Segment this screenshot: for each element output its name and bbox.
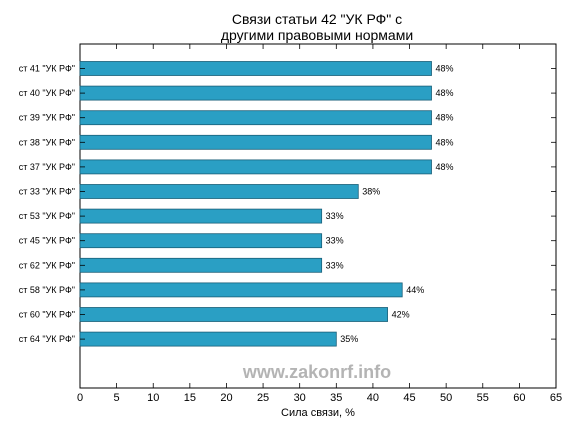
bar-value-label: 48% <box>436 137 454 147</box>
category-label: ст 37 "УК РФ" <box>19 162 75 172</box>
category-label: ст 39 "УК РФ" <box>19 113 75 123</box>
category-label: ст 53 "УК РФ" <box>19 211 75 221</box>
bar-value-label: 42% <box>392 310 410 320</box>
bar <box>80 111 432 125</box>
bar <box>80 86 432 100</box>
category-label: ст 45 "УК РФ" <box>19 236 75 246</box>
x-tick-label: 20 <box>220 392 232 404</box>
chart-title-line-1: Связи статьи 42 "УК РФ" с <box>232 11 402 27</box>
category-label: ст 62 "УК РФ" <box>19 260 75 270</box>
x-tick-label: 45 <box>403 392 415 404</box>
x-tick-label: 30 <box>294 392 306 404</box>
bar-value-label: 48% <box>436 88 454 98</box>
x-tick-label: 25 <box>257 392 269 404</box>
bar-value-label: 35% <box>340 334 358 344</box>
x-tick-label: 65 <box>550 392 562 404</box>
x-tick-label: 40 <box>367 392 379 404</box>
bars-group: 48% ст 41 "УК РФ" 48% ст 40 "УК РФ" 48% ст 39… <box>19 62 556 347</box>
bar-value-label: 33% <box>326 236 344 246</box>
category-label: ст 41 "УК РФ" <box>19 64 75 74</box>
bar-value-label: 33% <box>326 211 344 221</box>
bar <box>80 332 336 346</box>
x-axis-title: Сила связи, % <box>281 407 355 419</box>
category-label: ст 33 "УК РФ" <box>19 187 75 197</box>
chart-title-line-2: другими правовыми нормами <box>221 27 413 43</box>
bar-value-label: 44% <box>406 285 424 295</box>
bar <box>80 62 432 76</box>
x-tick-label: 10 <box>147 392 159 404</box>
bar <box>80 185 358 199</box>
bar-value-label: 48% <box>436 113 454 123</box>
category-label: ст 58 "УК РФ" <box>19 285 75 295</box>
x-tick-label: 55 <box>477 392 489 404</box>
bar-value-label: 48% <box>436 162 454 172</box>
x-tick-label: 0 <box>77 392 83 404</box>
category-label: ст 64 "УК РФ" <box>19 334 75 344</box>
bar <box>80 234 322 248</box>
category-label: ст 40 "УК РФ" <box>19 88 75 98</box>
bar <box>80 308 388 322</box>
bar <box>80 160 432 174</box>
bar-value-label: 33% <box>326 260 344 270</box>
watermark: www.zakonrf.info <box>242 362 391 382</box>
bar <box>80 283 402 297</box>
bar <box>80 135 432 149</box>
x-tick-label: 15 <box>184 392 196 404</box>
category-label: ст 38 "УК РФ" <box>19 137 75 147</box>
x-tick-label: 35 <box>330 392 342 404</box>
bar <box>80 258 322 272</box>
x-tick-label: 5 <box>114 392 120 404</box>
bar-value-label: 48% <box>436 64 454 74</box>
bar <box>80 209 322 223</box>
x-tick-label: 60 <box>513 392 525 404</box>
x-tick-label: 50 <box>440 392 452 404</box>
bar-value-label: 38% <box>362 187 380 197</box>
category-label: ст 60 "УК РФ" <box>19 310 75 320</box>
